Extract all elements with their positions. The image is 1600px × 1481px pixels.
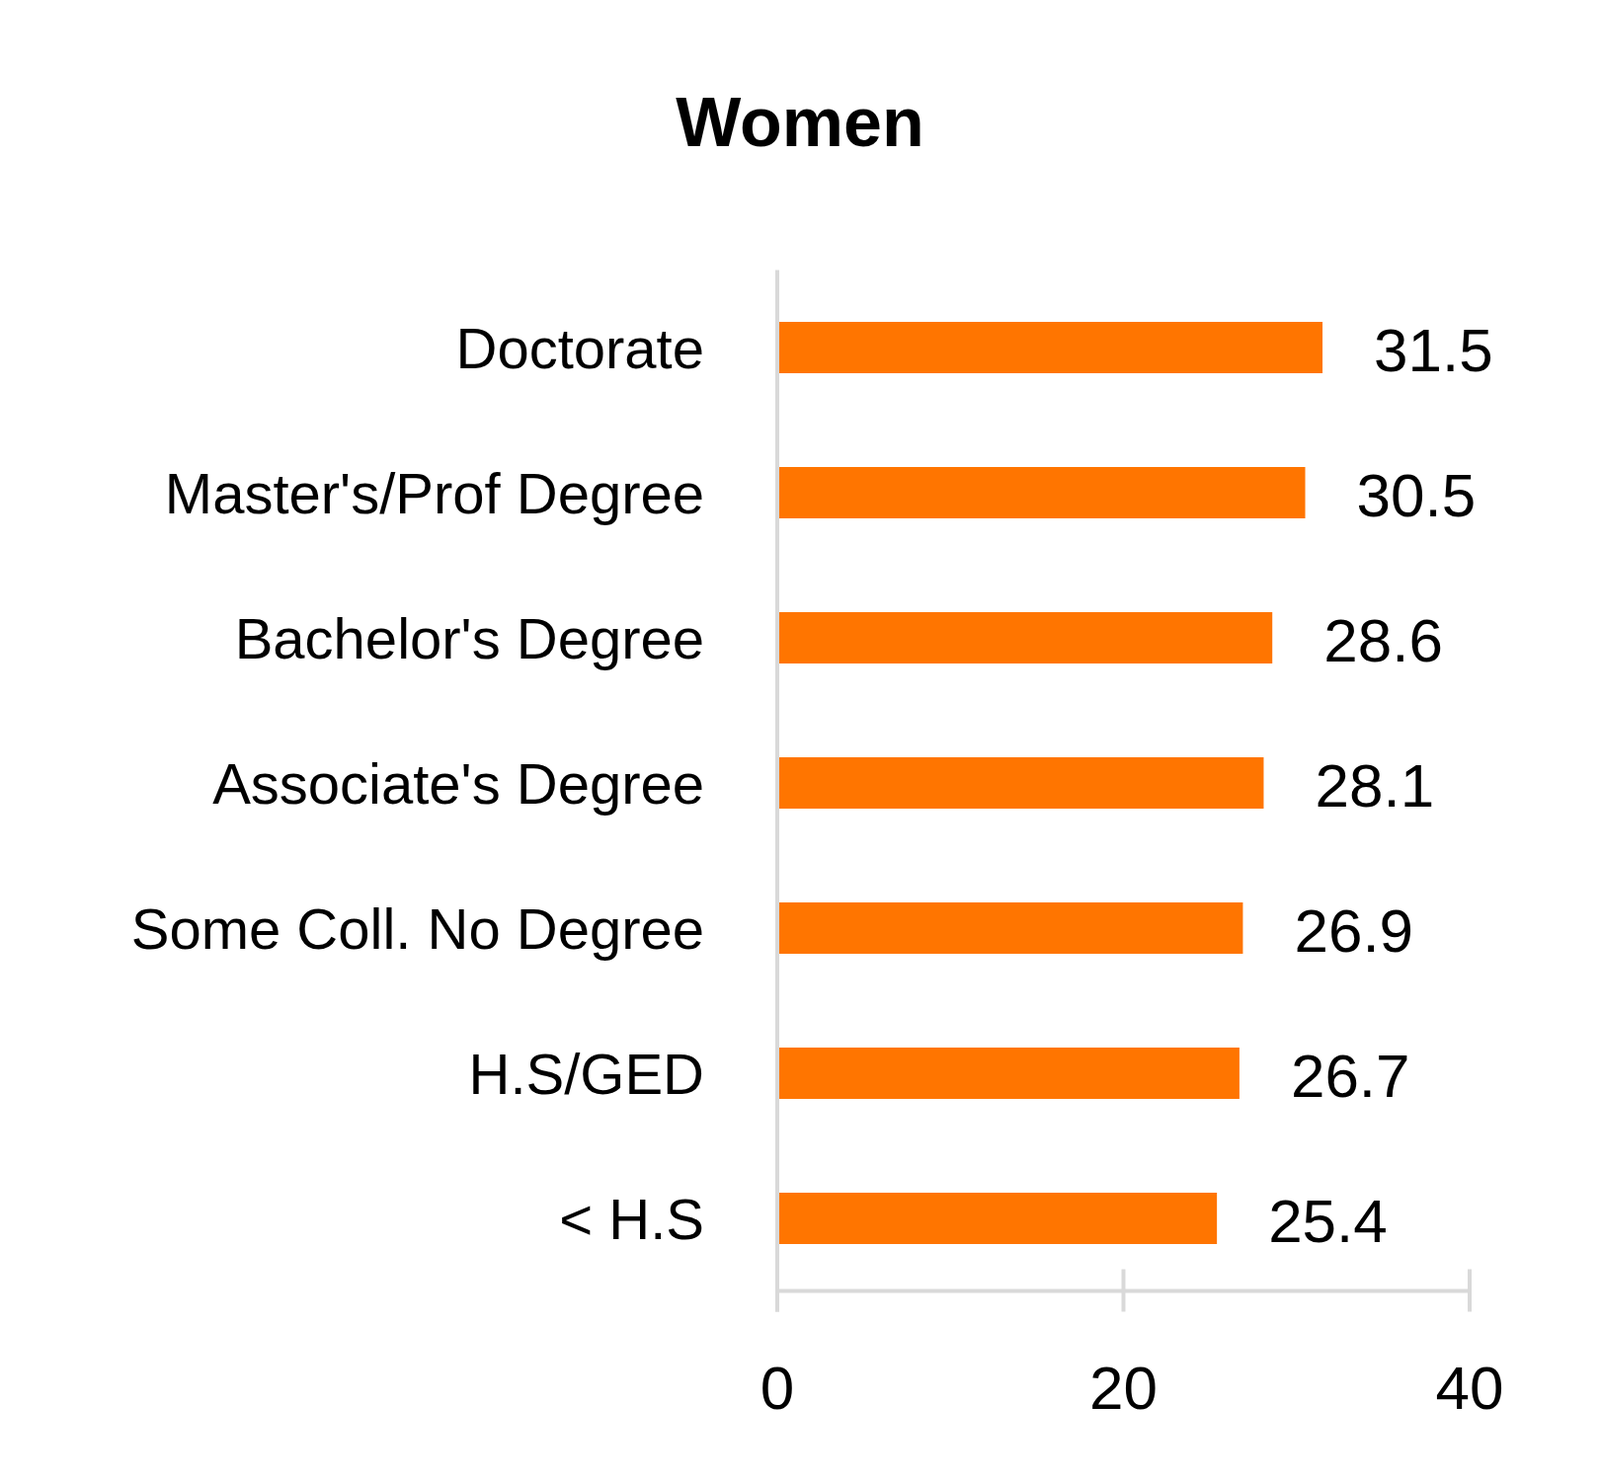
category-label: Master's/Prof Degree bbox=[164, 461, 705, 526]
bars bbox=[777, 321, 1323, 1245]
title: Women bbox=[675, 83, 925, 161]
data-label: 31.5 bbox=[1373, 316, 1494, 385]
data-label: 25.4 bbox=[1268, 1187, 1388, 1256]
category-label: < H.S bbox=[559, 1187, 705, 1252]
category-label: Doctorate bbox=[456, 316, 705, 381]
data-label: 26.7 bbox=[1290, 1041, 1411, 1111]
tick bbox=[775, 1270, 780, 1313]
category-label: Some Coll. No Degree bbox=[131, 896, 705, 961]
bar bbox=[777, 1047, 1240, 1100]
tick-label: 40 bbox=[1436, 1354, 1505, 1423]
category-axis bbox=[775, 270, 780, 1313]
data-label: 26.9 bbox=[1293, 896, 1414, 965]
bar bbox=[777, 467, 1306, 519]
tick bbox=[1121, 1270, 1126, 1313]
category-label: H.S/GED bbox=[469, 1041, 706, 1107]
data-label: 30.5 bbox=[1357, 461, 1477, 530]
tick-label: 0 bbox=[760, 1354, 795, 1423]
tick-label: 20 bbox=[1089, 1354, 1158, 1423]
bar bbox=[777, 757, 1264, 809]
chart: Women Doctorate 31.5 Master's/Prof Degree 30… bbox=[0, 0, 1600, 1481]
tick bbox=[1467, 1270, 1472, 1313]
bar bbox=[777, 321, 1323, 374]
bar bbox=[777, 1193, 1217, 1245]
bar bbox=[777, 612, 1273, 664]
data-label: 28.1 bbox=[1314, 751, 1435, 820]
bar bbox=[777, 902, 1243, 955]
data-label: 28.6 bbox=[1323, 606, 1443, 675]
category-label: Associate's Degree bbox=[212, 751, 705, 816]
category-label: Bachelor's Degree bbox=[235, 606, 705, 671]
